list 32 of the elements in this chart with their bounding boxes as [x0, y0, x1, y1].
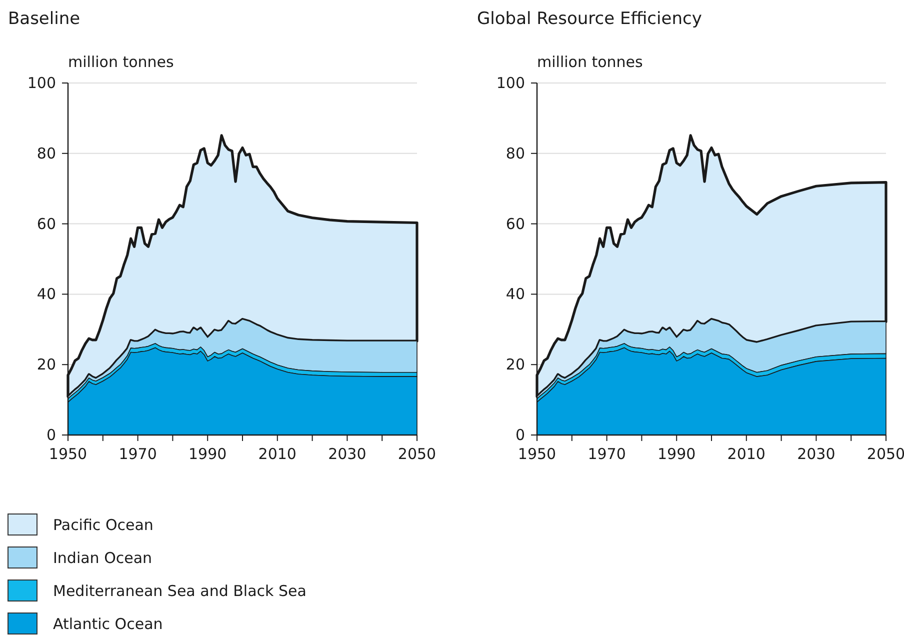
chart-title: Global Resource Efficiency — [477, 9, 702, 29]
x-tick-label: 2010 — [258, 445, 296, 463]
legend-label: Mediterranean Sea and Black Sea — [53, 582, 306, 600]
y-tick-label: 40 — [506, 285, 525, 304]
x-tick-label: 2030 — [328, 445, 366, 463]
y-tick-label: 40 — [36, 285, 56, 304]
y-axis-title: million tonnes — [537, 53, 644, 71]
x-tick-label: 2030 — [797, 445, 836, 463]
y-tick-label: 20 — [36, 356, 56, 374]
x-tick-label: 1950 — [518, 445, 556, 463]
y-tick-label: 80 — [36, 144, 56, 162]
y-axis-title: million tonnes — [68, 53, 174, 71]
y-tick-label: 100 — [496, 74, 525, 92]
y-tick-label: 20 — [506, 356, 525, 374]
x-tick-label: 2010 — [727, 445, 766, 463]
x-tick-label: 2050 — [398, 445, 436, 463]
x-tick-label: 1970 — [118, 445, 157, 463]
x-tick-label: 1990 — [658, 445, 696, 463]
y-tick-label: 80 — [506, 144, 525, 162]
y-tick-label: 60 — [506, 214, 525, 233]
x-tick-label: 2050 — [866, 445, 904, 463]
legend-label: Pacific Ocean — [53, 516, 154, 534]
x-tick-label: 1950 — [48, 445, 88, 463]
legend-label: Atlantic Ocean — [53, 615, 163, 633]
y-tick-label: 100 — [27, 74, 56, 92]
y-tick-label: 0 — [46, 426, 56, 444]
y-tick-label: 0 — [515, 426, 525, 444]
y-tick-label: 60 — [36, 214, 56, 233]
x-tick-label: 1990 — [188, 445, 227, 463]
x-tick-label: 1970 — [588, 445, 626, 463]
legend-label: Indian Ocean — [53, 549, 152, 567]
chart-title: Baseline — [8, 9, 80, 29]
